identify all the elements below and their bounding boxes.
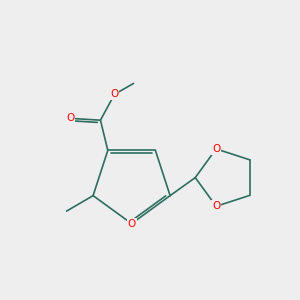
- Text: O: O: [212, 201, 220, 211]
- Text: O: O: [66, 113, 74, 123]
- Text: O: O: [128, 219, 136, 229]
- Text: O: O: [212, 144, 220, 154]
- Text: O: O: [110, 89, 118, 99]
